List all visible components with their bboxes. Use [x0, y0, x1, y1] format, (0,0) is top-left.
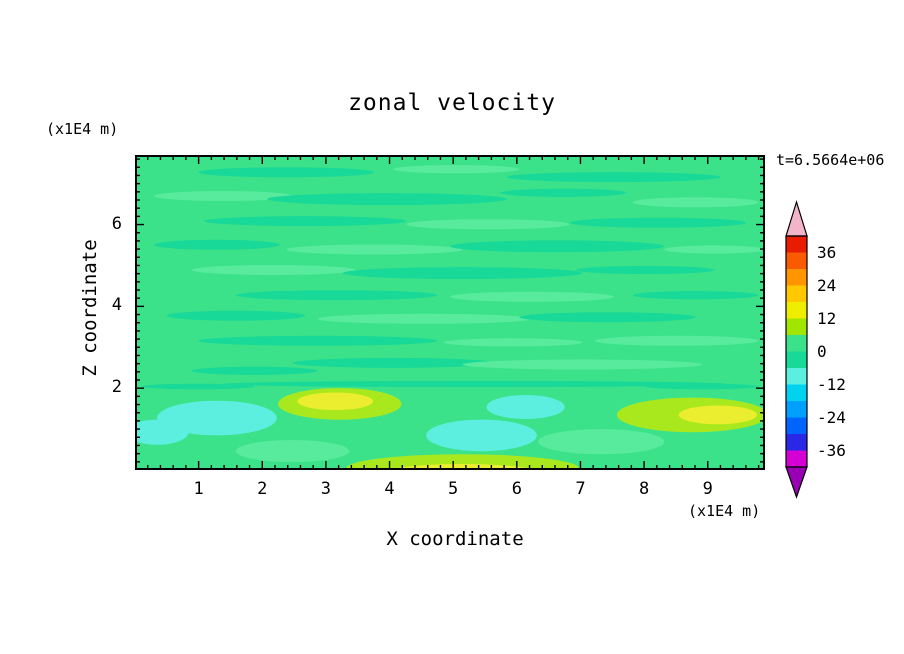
colorbar-segment [786, 302, 807, 319]
x-tick-label: 6 [511, 479, 522, 499]
contour-patch [141, 383, 255, 390]
colorbar-over-arrow [785, 199, 808, 237]
contour-patch [450, 240, 665, 253]
contour-patch [191, 265, 356, 275]
contour-patch [286, 244, 463, 255]
colorbar-segment [786, 450, 807, 468]
x-tick-label: 2 [257, 479, 268, 499]
colorbar-segment [786, 368, 807, 385]
colorbar-label: 0 [817, 342, 827, 361]
colorbar: 36 24 12 0 -12 -24 -36 [785, 199, 846, 499]
colorbar-segment [786, 236, 807, 253]
contour-patch [538, 429, 665, 455]
contour-patch [678, 405, 757, 425]
colorbar-segment [786, 384, 807, 402]
contour-patch [569, 217, 747, 228]
contour-patch [317, 313, 532, 324]
colorbar-label: -36 [817, 441, 846, 460]
colorbar-segment [786, 434, 807, 451]
x-tick-label: 1 [193, 479, 204, 499]
contour-patch [443, 338, 583, 347]
contour-patch [346, 454, 580, 470]
colorbar-label: -12 [817, 375, 846, 394]
contour-patch [405, 219, 570, 230]
contour-plot-area [135, 155, 765, 470]
x-tick-label: 9 [702, 479, 713, 499]
y-tick-label: 2 [111, 377, 122, 398]
contour-patches [135, 165, 765, 470]
time-annotation: t=6.5664e+06 [776, 151, 885, 169]
contour-patch [486, 395, 565, 419]
colorbar-label: 36 [817, 243, 836, 262]
colorbar-segment [786, 351, 807, 369]
colorbar-label: 12 [817, 309, 836, 328]
contour-patch [267, 193, 507, 206]
x-tick-label: 3 [320, 479, 332, 499]
contour-patch [153, 191, 293, 201]
x-axis-unit-label: (x1E4 m) [688, 502, 761, 520]
contour-patch [506, 172, 721, 183]
contour-patch [223, 380, 728, 388]
contour-patch [594, 335, 759, 346]
contour-patch [235, 440, 350, 463]
x-tick-label: 4 [384, 479, 395, 499]
contour-patch [135, 419, 189, 445]
x-tick-label: 8 [638, 479, 650, 499]
colorbar-segment [786, 269, 807, 286]
chart-title: zonal velocity [348, 90, 556, 116]
contour-patch [426, 419, 537, 452]
contour-patch [191, 366, 318, 375]
contour-patch [297, 392, 374, 411]
contour-patch [632, 197, 759, 208]
colorbar-segment [786, 318, 807, 336]
contour-patch [198, 335, 438, 346]
contour-patch [198, 167, 375, 178]
contour-patch [204, 216, 406, 227]
y-tick-label: 4 [111, 295, 122, 316]
x-tick-label: 7 [575, 479, 586, 499]
contour-patch [342, 267, 583, 280]
contour-patch [632, 291, 759, 300]
colorbar-segment [786, 285, 807, 303]
contour-patch [292, 357, 495, 368]
colorbar-under-arrow [785, 466, 808, 499]
colorbar-segment [786, 335, 807, 352]
contour-patch [500, 188, 627, 197]
x-tick-label: 5 [448, 479, 459, 499]
contour-patch [519, 312, 696, 323]
contour-patch [235, 290, 438, 301]
contour-patch [664, 245, 765, 254]
contour-patch [393, 165, 520, 174]
contour-patch [645, 383, 759, 390]
colorbar-segment [786, 252, 807, 270]
x-axis-label: X coordinate [386, 528, 524, 550]
colorbar-label: 24 [817, 276, 836, 295]
y-axis-unit-label: (x1E4 m) [46, 120, 119, 138]
contour-patch [576, 265, 715, 275]
contour-patch [153, 239, 280, 250]
colorbar-segment [786, 401, 807, 418]
plot-frame [135, 155, 765, 470]
y-tick-label: 6 [111, 213, 122, 234]
colorbar-segment [786, 417, 807, 435]
contour-patch [166, 310, 306, 321]
contour-patch [450, 291, 614, 302]
colorbar-frame [785, 235, 808, 468]
contour-patch [462, 359, 702, 370]
contour-patch [157, 400, 277, 436]
colorbar-label: -24 [817, 408, 846, 427]
